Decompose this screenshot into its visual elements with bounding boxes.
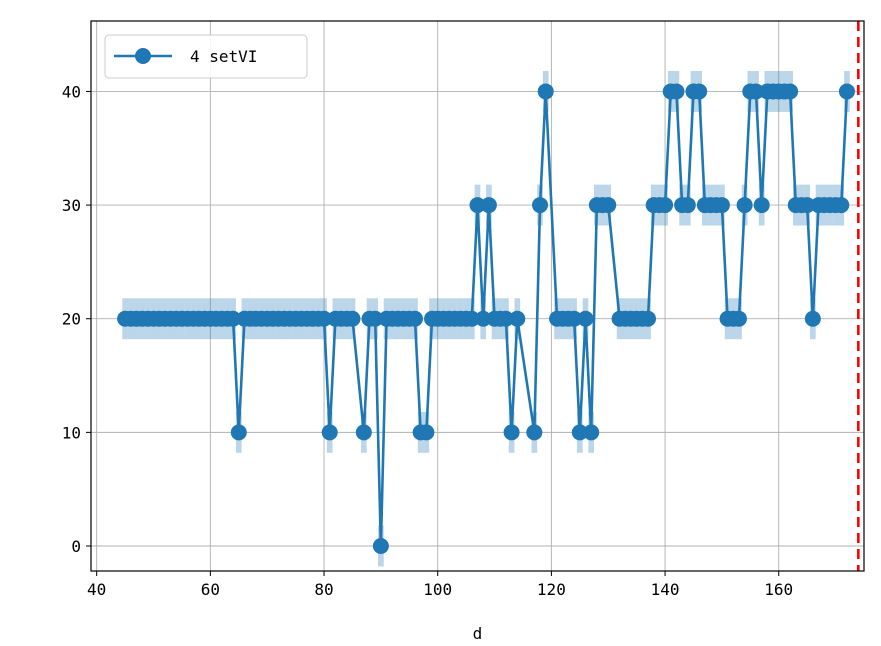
- data-point: [463, 310, 480, 327]
- data-point: [225, 310, 242, 327]
- data-point: [509, 310, 526, 327]
- data-point: [748, 83, 765, 100]
- data-point: [372, 538, 389, 554]
- y-tick-label: 40: [62, 82, 81, 101]
- data-point: [526, 424, 543, 441]
- data-point: [316, 310, 333, 327]
- legend-marker: [135, 48, 151, 64]
- x-tick-label: 100: [423, 580, 452, 599]
- data-point: [321, 424, 338, 441]
- data-point: [469, 197, 486, 214]
- x-tick-label: 60: [201, 580, 220, 599]
- data-point: [679, 197, 696, 214]
- data-point: [418, 424, 435, 441]
- data-point: [503, 424, 520, 441]
- legend-box: [104, 34, 308, 79]
- y-tick-label: 30: [62, 196, 81, 215]
- data-point: [480, 197, 497, 214]
- data-point: [736, 197, 753, 214]
- y-tick-label: 0: [71, 537, 81, 556]
- data-point: [583, 424, 600, 441]
- data-point: [537, 83, 554, 100]
- x-axis: 40 60 80 100 120 140 160: [87, 571, 793, 599]
- data-point: [475, 310, 492, 327]
- data-point: [571, 424, 588, 441]
- data-point: [730, 310, 747, 327]
- data-point: [833, 197, 850, 214]
- x-tick-label: 120: [537, 580, 566, 599]
- y-tick-label: 10: [62, 423, 81, 442]
- x-axis-label: d: [473, 624, 483, 643]
- data-point: [713, 197, 730, 214]
- data-point: [600, 197, 617, 214]
- series-layer: [117, 83, 855, 554]
- plot-frame: [90, 20, 865, 572]
- x-tick-label: 160: [764, 580, 793, 599]
- data-point: [804, 310, 821, 327]
- x-tick-label: 140: [651, 580, 680, 599]
- legend-label: 4 setVI: [190, 47, 257, 66]
- y-tick-label: 20: [62, 310, 81, 329]
- y-axis: 0 10 20 30 40: [62, 82, 91, 556]
- data-point: [497, 310, 514, 327]
- data-point: [532, 197, 549, 214]
- data-point: [799, 197, 816, 214]
- legend: 4 setVI: [104, 34, 308, 79]
- data-point: [344, 310, 361, 327]
- x-tick-label: 80: [314, 580, 333, 599]
- data-point: [657, 197, 674, 214]
- data-point: [782, 83, 799, 100]
- data-point: [753, 197, 770, 214]
- data-point: [577, 310, 594, 327]
- data-point: [230, 424, 247, 441]
- data-point: [640, 310, 657, 327]
- data-point: [668, 83, 685, 100]
- x-tick-label: 40: [87, 580, 106, 599]
- data-point: [838, 83, 855, 100]
- data-point: [691, 83, 708, 100]
- data-point: [566, 310, 583, 327]
- data-point: [367, 310, 384, 327]
- data-point: [355, 424, 372, 441]
- data-point: [406, 310, 423, 327]
